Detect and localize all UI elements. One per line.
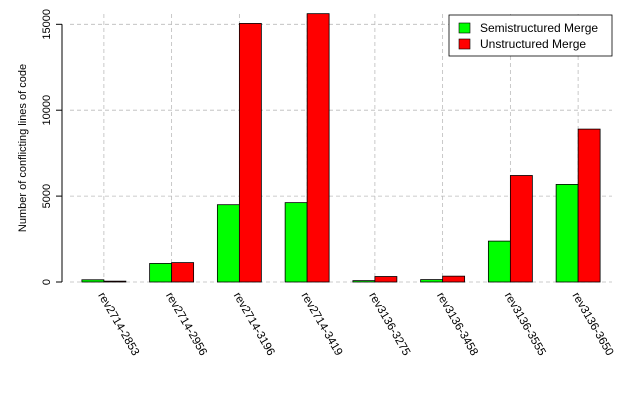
bar-unstructured-rev2714-3196 [238,23,262,283]
legend-label: Semistructured Merge [480,21,598,35]
bar-semistructured-rev2714-3419 [284,202,308,283]
y-tick-label: 0 [41,279,53,285]
bar-semistructured-rev2714-3196 [216,204,240,283]
bar-unstructured-rev2714-2853 [103,280,127,283]
y-tick-label: 10000 [41,95,53,126]
bar-semistructured-rev2714-2853 [81,279,105,283]
bar-semistructured-rev3136-3650 [555,184,579,283]
y-axis-label: Number of conflicting lines of code [17,64,29,232]
legend-swatch [458,22,471,34]
bar-unstructured-rev3136-3275 [374,276,398,283]
bar-unstructured-rev3136-3555 [509,175,533,283]
bar-unstructured-rev2714-3419 [306,13,330,283]
x-tick-labels: rev2714-2853 rev2714-2956 rev2714-3196 rev2… [95,291,615,358]
bar-unstructured-rev3136-3458 [442,275,466,283]
bar-semistructured-rev2714-2956 [149,263,173,283]
bar-unstructured-rev3136-3650 [577,128,601,283]
y-tick-label: 15000 [41,9,53,40]
x-tick-label: rev3136-3650 [570,291,616,358]
bar-semistructured-rev3136-3458 [420,279,444,283]
bar-unstructured-rev2714-2956 [171,262,195,283]
bars [81,13,601,283]
legend-swatch [458,38,471,50]
x-tick-label: rev2714-3196 [231,291,277,358]
legend: Semistructured Merge Unstructured Merge [448,14,613,57]
y-tick-label: 5000 [41,184,53,208]
x-tick-label: rev3136-3555 [502,291,548,358]
x-tick-label: rev2714-2853 [95,291,141,358]
legend-label: Unstructured Merge [480,37,586,51]
x-tick-label: rev3136-3275 [366,291,412,358]
y-axis: 0 5000 10000 15000 [41,9,63,285]
bar-semistructured-rev3136-3275 [352,280,376,283]
x-tick-label: rev2714-2956 [163,291,209,358]
legend-box [448,14,613,57]
x-tick-label: rev2714-3419 [299,291,345,358]
x-tick-label: rev3136-3458 [434,291,480,358]
bar-semistructured-rev3136-3555 [487,240,511,283]
